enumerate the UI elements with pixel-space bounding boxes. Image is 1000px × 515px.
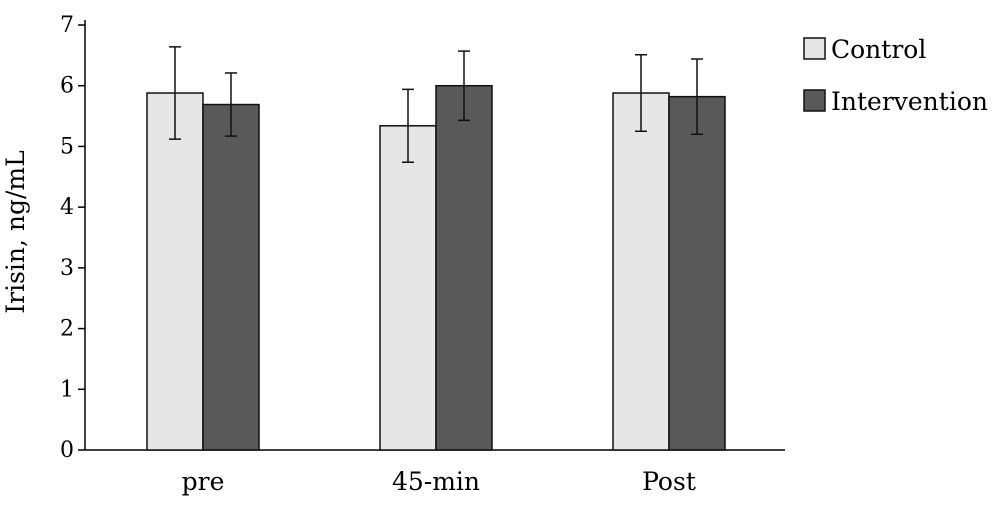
legend-label-intervention: Intervention [831,87,988,116]
y-tick-label: 0 [60,438,74,463]
y-tick-label: 4 [60,195,74,220]
y-tick-label: 5 [60,134,74,159]
legend-swatch-intervention [803,89,826,112]
x-tick-label: pre [182,467,225,496]
error-bars [169,46,703,163]
bar-intervention-pre [202,103,260,451]
bars [146,84,726,451]
legend: Control Intervention [803,35,988,116]
y-axis: 0 1 2 3 4 5 6 7 [60,13,86,463]
bar-intervention-post [668,95,726,451]
legend-label-control: Control [831,35,926,64]
y-axis-title: Irisin, ng/mL [1,150,30,313]
bar-intervention-45-min [435,84,493,451]
legend-swatch-control [803,37,826,60]
y-tick-label: 6 [60,74,74,99]
y-tick-label: 3 [60,256,74,281]
y-tick-label: 7 [60,13,74,38]
bar-control-post [612,92,670,451]
bar-control-45-min [379,125,437,451]
bar-control-pre [146,92,204,451]
x-axis: pre 45-min Post [85,449,785,496]
x-tick-label: 45-min [392,467,480,496]
x-tick-label: Post [642,467,696,496]
y-tick-label: 2 [60,317,74,342]
y-tick-label: 1 [60,377,74,402]
